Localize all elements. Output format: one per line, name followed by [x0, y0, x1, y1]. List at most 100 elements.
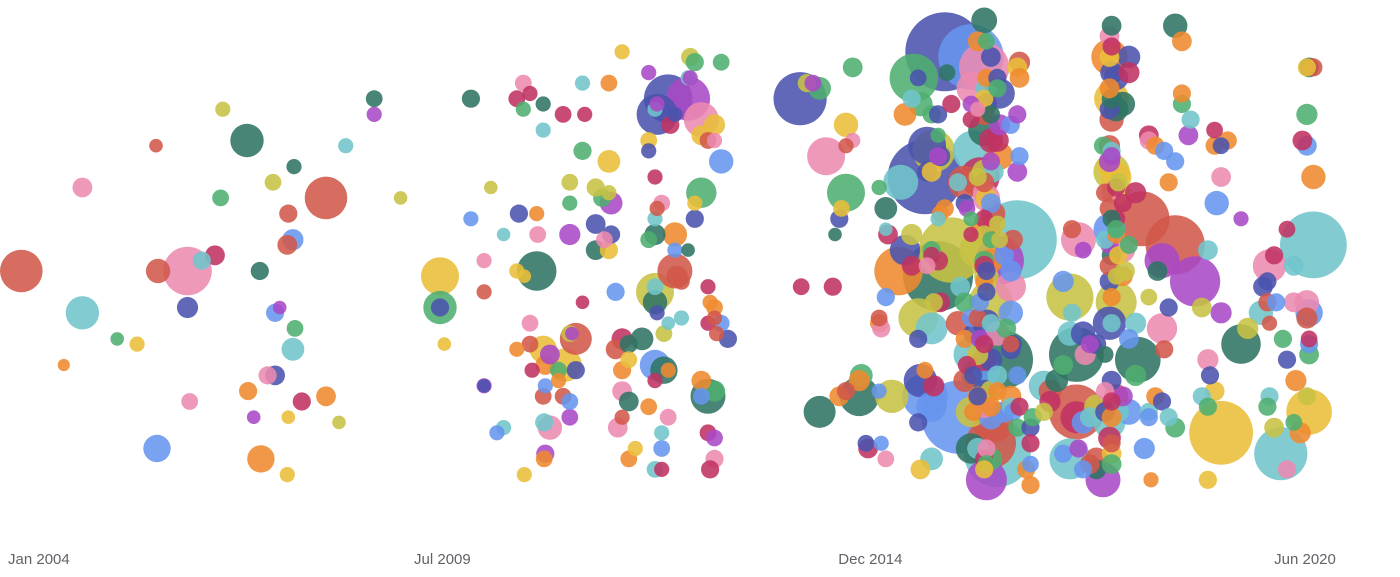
bubble-point[interactable] — [535, 450, 553, 468]
bubble-point[interactable] — [916, 391, 947, 422]
bubble-point[interactable] — [963, 226, 979, 243]
bubble-point[interactable] — [842, 57, 863, 78]
bubble-point[interactable] — [685, 53, 704, 72]
bubble-point[interactable] — [994, 245, 1014, 266]
bubble-point[interactable] — [950, 276, 971, 297]
bubble-point[interactable] — [995, 271, 1026, 302]
bubble-point[interactable] — [970, 101, 986, 117]
bubble-point[interactable] — [1119, 235, 1138, 254]
bubble-point[interactable] — [1258, 272, 1277, 291]
bubble-point[interactable] — [550, 373, 567, 389]
bubble-point[interactable] — [1074, 241, 1092, 259]
bubble-point[interactable] — [1102, 288, 1121, 307]
bubble-point[interactable] — [1080, 335, 1099, 354]
bubble-point[interactable] — [1200, 366, 1220, 385]
bubble-point[interactable] — [489, 425, 505, 441]
bubble-point[interactable] — [1062, 220, 1082, 239]
bubble-point[interactable] — [836, 382, 856, 401]
bubble-point[interactable] — [292, 392, 311, 411]
bubble-point[interactable] — [1197, 349, 1219, 371]
bubble-point[interactable] — [989, 215, 1006, 233]
bubble-point[interactable] — [586, 178, 605, 197]
bubble-point[interactable] — [691, 370, 712, 391]
bubble-point[interactable] — [673, 273, 690, 290]
bubble-point[interactable] — [430, 298, 450, 317]
bubble-point[interactable] — [529, 206, 545, 222]
bubble-point[interactable] — [1296, 103, 1318, 125]
bubble-point[interactable] — [879, 222, 893, 236]
bubble-point[interactable] — [393, 191, 408, 205]
bubble-point[interactable] — [988, 79, 1007, 98]
bubble-point[interactable] — [1007, 161, 1028, 182]
bubble-point[interactable] — [281, 410, 296, 425]
bubble-point[interactable] — [968, 387, 987, 406]
bubble-point[interactable] — [286, 159, 302, 175]
bubble-point[interactable] — [1054, 444, 1073, 463]
bubble-point[interactable] — [876, 288, 895, 307]
bubble-point[interactable] — [1034, 402, 1053, 421]
bubble-point[interactable] — [247, 445, 275, 473]
bubble-point[interactable] — [521, 335, 539, 353]
bubble-point[interactable] — [1283, 255, 1304, 276]
bubble-point[interactable] — [1261, 315, 1278, 331]
bubble-point[interactable] — [647, 169, 663, 185]
bubble-point[interactable] — [365, 90, 383, 108]
bubble-point[interactable] — [1152, 392, 1172, 411]
bubble-point[interactable] — [1278, 220, 1296, 238]
bubble-point[interactable] — [535, 413, 554, 432]
bubble-point[interactable] — [706, 132, 723, 149]
bubble-point[interactable] — [1172, 84, 1191, 103]
bubble-point[interactable] — [517, 269, 532, 284]
bubble-point[interactable] — [807, 137, 846, 176]
bubble-point[interactable] — [1265, 246, 1284, 265]
bubble-point[interactable] — [902, 89, 921, 108]
bubble-point[interactable] — [647, 373, 663, 389]
bubble-point[interactable] — [893, 103, 917, 126]
bubble-point[interactable] — [661, 316, 675, 331]
bubble-point[interactable] — [918, 257, 936, 275]
bubble-point[interactable] — [975, 460, 994, 479]
bubble-point[interactable] — [1125, 364, 1147, 386]
bubble-point[interactable] — [1119, 329, 1139, 349]
bubble-point[interactable] — [577, 106, 593, 122]
bubble-point[interactable] — [981, 314, 1001, 333]
bubble-point[interactable] — [910, 459, 931, 480]
bubble-point[interactable] — [909, 329, 928, 348]
bubble-point[interactable] — [1010, 397, 1029, 416]
bubble-point[interactable] — [304, 176, 348, 220]
bubble-point[interactable] — [596, 231, 613, 249]
bubble-point[interactable] — [804, 74, 822, 92]
bubble-point[interactable] — [1211, 167, 1231, 187]
bubble-point[interactable] — [1143, 472, 1159, 488]
bubble-point[interactable] — [1212, 137, 1230, 155]
bubble-point[interactable] — [1206, 121, 1223, 139]
bubble-point[interactable] — [272, 300, 287, 315]
bubble-point[interactable] — [792, 278, 810, 296]
bubble-point[interactable] — [215, 101, 231, 117]
bubble-point[interactable] — [1102, 314, 1121, 333]
bubble-point[interactable] — [1300, 330, 1318, 348]
bubble-point[interactable] — [606, 282, 625, 301]
bubble-point[interactable] — [1125, 312, 1147, 334]
bubble-point[interactable] — [1146, 313, 1178, 344]
bubble-point[interactable] — [627, 440, 643, 457]
bubble-point[interactable] — [692, 387, 710, 405]
bubble-point[interactable] — [955, 329, 974, 348]
bubble-point[interactable] — [561, 408, 579, 426]
bubble-point[interactable] — [803, 395, 836, 428]
bubble-point[interactable] — [1140, 288, 1158, 306]
bubble-point[interactable] — [641, 143, 657, 159]
bubble-point[interactable] — [1102, 147, 1121, 166]
bubble-point[interactable] — [640, 231, 658, 249]
bubble-point[interactable] — [1117, 45, 1141, 69]
bubble-point[interactable] — [1258, 397, 1277, 416]
bubble-point[interactable] — [833, 112, 859, 137]
bubble-point[interactable] — [1155, 340, 1174, 359]
bubble-point[interactable] — [700, 279, 716, 295]
bubble-point[interactable] — [1277, 460, 1297, 479]
bubble-point[interactable] — [529, 226, 547, 243]
bubble-point[interactable] — [654, 425, 670, 441]
bubble-point[interactable] — [1159, 298, 1178, 317]
bubble-point[interactable] — [975, 209, 994, 228]
bubble-point[interactable] — [0, 249, 43, 293]
